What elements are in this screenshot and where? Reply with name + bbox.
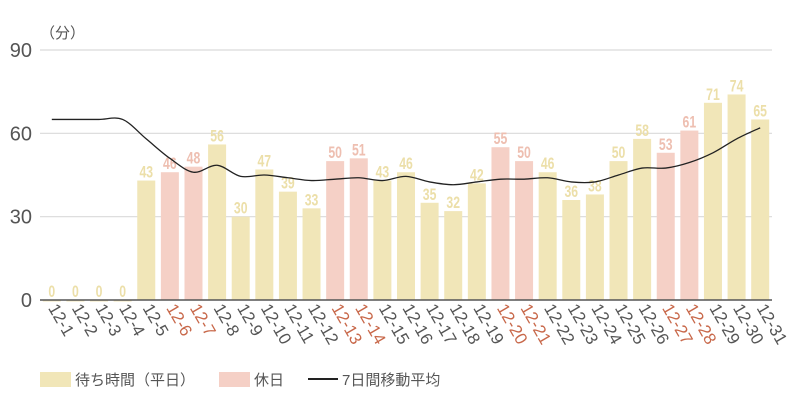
bar-12-13	[326, 161, 345, 300]
bar-value-label: 74	[730, 78, 744, 96]
bar-value-label: 32	[446, 194, 460, 212]
bar-value-label: 51	[352, 142, 366, 160]
y-axis-ticks: 0 30 60 90	[10, 40, 32, 312]
bar-12-15	[373, 180, 392, 300]
y-tick-label: 0	[21, 290, 32, 312]
bar-12-8	[208, 144, 227, 300]
bar-value-label: 55	[494, 130, 508, 148]
bar-12-29	[703, 102, 722, 301]
bar-value-label: 48	[187, 150, 201, 168]
bar-value-label: 50	[517, 144, 531, 162]
bar-12-14	[349, 158, 368, 300]
bar-value-label: 53	[659, 136, 673, 154]
bar-12-7	[184, 166, 203, 300]
bar-value-label: 43	[139, 164, 153, 182]
bar-value-label: 0	[119, 283, 126, 301]
bar-12-17	[420, 202, 439, 300]
bar-12-9	[231, 216, 250, 300]
bar-12-11	[278, 191, 297, 300]
moving-average-line	[51, 117, 761, 186]
bar-12-19	[467, 183, 486, 300]
bar-12-31	[751, 119, 770, 300]
bar-value-label: 46	[399, 155, 413, 173]
legend-weekday-label: 待ち時間（平日）	[75, 371, 196, 389]
line-swatch-icon	[308, 378, 339, 380]
weekday-swatch-icon	[40, 371, 71, 387]
y-tick-label: 30	[10, 207, 32, 229]
bar-12-27	[656, 152, 675, 300]
bar-12-30	[727, 94, 746, 300]
bar-value-label: 50	[612, 144, 626, 162]
bar-12-26	[633, 138, 652, 300]
bar-12-28	[680, 130, 699, 300]
y-tick-label: 60	[10, 123, 32, 145]
bar-value-label: 0	[72, 283, 79, 301]
legend-item-weekday: 待ち時間（平日）	[40, 369, 195, 390]
bar-value-label: 33	[305, 192, 319, 210]
bar-value-label: 46	[541, 155, 555, 173]
bar-12-5	[137, 180, 156, 300]
legend-average-label: 7日間移動平均	[342, 371, 441, 389]
bar-value-label: 50	[328, 144, 342, 162]
bar-series	[42, 94, 770, 302]
legend-item-average: 7日間移動平均	[308, 369, 440, 390]
bar-value-label: 65	[753, 103, 767, 121]
x-axis-tick-labels: 12-112-212-312-412-512-612-712-812-912-1…	[44, 301, 791, 348]
legend: 待ち時間（平日） 休日 7日間移動平均	[40, 368, 464, 390]
y-axis-unit-label: （分）	[40, 25, 85, 42]
bar-12-24	[585, 194, 604, 300]
bar-value-label: 56	[210, 128, 224, 146]
y-tick-label: 90	[10, 40, 32, 62]
legend-item-holiday: 休日	[219, 369, 284, 390]
bar-value-label: 35	[423, 186, 437, 204]
bar-value-label: 36	[564, 183, 578, 201]
bar-12-23	[562, 200, 581, 300]
bar-value-label: 0	[96, 283, 103, 301]
bar-12-25	[609, 161, 628, 300]
bar-12-18	[444, 211, 463, 300]
legend-holiday-label: 休日	[254, 371, 285, 389]
bar-value-label: 0	[48, 283, 55, 301]
bar-value-label: 43	[376, 164, 390, 182]
bar-value-label: 30	[234, 200, 248, 218]
bar-value-label: 61	[683, 114, 697, 132]
bar-value-label: 42	[470, 167, 484, 185]
bar-12-21	[515, 161, 534, 300]
holiday-swatch-icon	[219, 371, 251, 387]
bar-12-22	[538, 172, 557, 300]
bar-12-16	[397, 172, 415, 300]
bar-value-label: 47	[258, 153, 272, 171]
bar-12-20	[491, 147, 510, 300]
bar-12-10	[255, 169, 274, 300]
bar-12-6	[160, 172, 179, 300]
bar-value-label: 58	[635, 122, 649, 140]
bar-12-12	[302, 208, 321, 300]
bar-value-label: 39	[281, 175, 295, 193]
bar-value-label: 71	[706, 86, 720, 104]
